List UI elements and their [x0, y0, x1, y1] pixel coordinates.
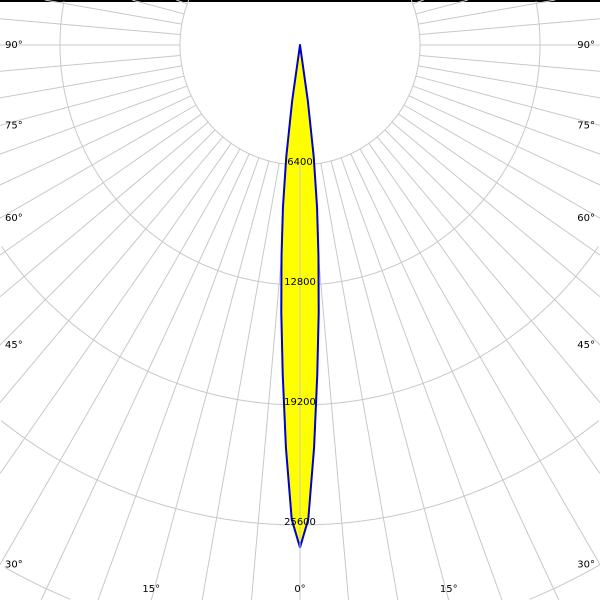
grid-ray: [201, 163, 280, 600]
angle-label: 30°: [577, 560, 595, 571]
angle-label: 30°: [5, 560, 23, 571]
grid-ray: [0, 54, 181, 72]
ring-label: 12800: [284, 277, 316, 288]
grid-ray: [0, 136, 224, 403]
grid-ring: [179, 0, 421, 166]
angle-label: 15°: [440, 584, 458, 595]
angle-label: 60°: [5, 213, 23, 224]
grid-ray: [418, 65, 600, 99]
grid-ray: [418, 0, 556, 25]
grid-ray: [415, 75, 600, 126]
grid-ray: [330, 160, 450, 600]
grid-ray: [412, 0, 424, 5]
grid-ray: [0, 75, 185, 126]
grid-ray: [40, 153, 250, 600]
grid-ray: [376, 136, 600, 403]
grid-ray: [320, 163, 399, 600]
grid-ray: [419, 54, 600, 72]
angle-label: 90°: [5, 40, 23, 51]
grid-ring: [0, 420, 600, 526]
grid-ray: [419, 18, 600, 36]
angle-label: 75°: [577, 120, 595, 131]
grid-ray: [0, 104, 197, 219]
angle-label: 0°: [294, 584, 305, 595]
grid-ray: [0, 65, 182, 99]
grid-ray: [0, 95, 192, 186]
grid-ray: [0, 85, 188, 155]
intensity-lobe: [280, 44, 320, 600]
grid-ray: [359, 148, 600, 565]
grid-ray: [403, 104, 600, 219]
grid-ring: [4, 564, 600, 600]
grid-ray: [150, 160, 270, 600]
grid-ray: [415, 0, 469, 15]
grid-ray: [368, 143, 600, 474]
top-border: [0, 0, 600, 2]
grid-ray: [408, 95, 600, 186]
grid-ray: [97, 157, 260, 600]
angle-label: 45°: [5, 340, 23, 351]
grid-ray: [176, 0, 188, 5]
angle-labels: 0° 15° 15° 30° 30° 45° 45° 60° 60° 75° 75° 90° 90°: [5, 40, 595, 595]
angle-label: 90°: [577, 40, 595, 51]
grid-ray: [0, 148, 241, 565]
grid-ray: [384, 129, 600, 346]
ring-label: 19200: [284, 397, 316, 408]
grid-ring: [59, 1, 541, 286]
ring-label: 6400: [287, 157, 312, 168]
grid-ring: [1, 246, 599, 406]
grid-ray: [398, 113, 600, 256]
angle-label: 15°: [142, 584, 160, 595]
grid-ray: [340, 157, 503, 600]
grid-ray: [0, 113, 202, 256]
ring-labels: 6400 12800 19200 25600: [284, 157, 316, 528]
angle-label: 45°: [577, 340, 595, 351]
grid-ray: [0, 143, 232, 474]
angle-label: 60°: [577, 213, 595, 224]
grid-ray: [44, 0, 182, 25]
grid-ray: [0, 18, 181, 36]
grid-ray: [131, 0, 185, 15]
grid-ray: [391, 121, 600, 298]
angle-label: 75°: [5, 120, 23, 131]
grid-ray: [350, 153, 560, 600]
ring-label: 25600: [284, 517, 316, 528]
grid-ray: [0, 121, 209, 298]
grid-ray: [412, 85, 600, 155]
grid-ray: [0, 129, 216, 346]
